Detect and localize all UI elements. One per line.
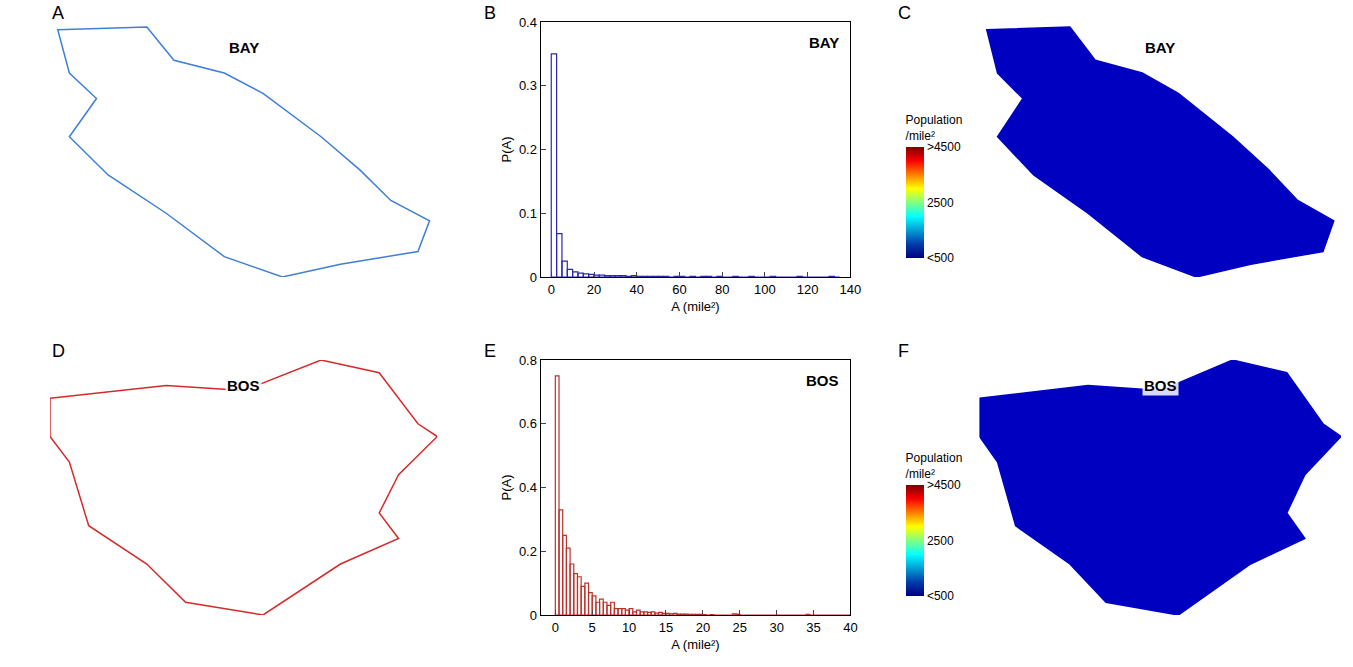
svg-text:80: 80	[715, 282, 729, 297]
svg-text:60: 60	[672, 282, 686, 297]
svg-text:A: A	[52, 3, 64, 23]
svg-text:0.2: 0.2	[519, 544, 537, 559]
svg-text:A (mile²): A (mile²)	[671, 637, 719, 652]
svg-text:0.3: 0.3	[519, 78, 537, 93]
svg-text:25: 25	[733, 620, 747, 635]
svg-text:10: 10	[622, 620, 636, 635]
svg-text:BAY: BAY	[229, 39, 259, 56]
svg-text:BOS: BOS	[227, 377, 260, 394]
svg-text:BOS: BOS	[1144, 377, 1177, 394]
svg-text:30: 30	[769, 620, 783, 635]
svg-text:40: 40	[843, 620, 857, 635]
svg-text:E: E	[484, 341, 496, 361]
svg-text:>4500: >4500	[927, 140, 961, 154]
svg-text:0.4: 0.4	[519, 15, 537, 30]
svg-text:0: 0	[552, 620, 559, 635]
svg-text:15: 15	[659, 620, 673, 635]
svg-text:F: F	[898, 341, 909, 361]
svg-text:0.4: 0.4	[519, 480, 537, 495]
svg-text:100: 100	[754, 282, 776, 297]
svg-text:0.6: 0.6	[519, 416, 537, 431]
svg-text:5: 5	[589, 620, 596, 635]
svg-text:0: 0	[530, 608, 537, 623]
svg-text:0: 0	[548, 282, 555, 297]
svg-text:0.2: 0.2	[519, 142, 537, 157]
svg-text:20: 20	[587, 282, 601, 297]
svg-text:40: 40	[630, 282, 644, 297]
svg-text:BOS: BOS	[806, 372, 839, 389]
svg-text:120: 120	[797, 282, 819, 297]
svg-text:B: B	[484, 3, 496, 23]
svg-text:<500: <500	[927, 589, 954, 603]
svg-text:2500: 2500	[927, 534, 954, 548]
svg-text:P(A): P(A)	[499, 136, 514, 162]
svg-text:0.1: 0.1	[519, 206, 537, 221]
svg-text:0.8: 0.8	[519, 353, 537, 368]
svg-text:<500: <500	[927, 251, 954, 265]
svg-text:A (mile²): A (mile²)	[671, 299, 719, 314]
svg-text:35: 35	[806, 620, 820, 635]
svg-text:>4500: >4500	[927, 478, 961, 492]
svg-text:140: 140	[840, 282, 862, 297]
svg-text:BAY: BAY	[1145, 39, 1175, 56]
svg-text:2500: 2500	[927, 196, 954, 210]
svg-text:D: D	[52, 341, 65, 361]
svg-text:0: 0	[530, 270, 537, 285]
svg-text:Population/mile²: Population/mile²	[906, 451, 963, 481]
svg-text:BAY: BAY	[809, 34, 839, 51]
svg-text:C: C	[898, 3, 911, 23]
svg-text:Population/mile²: Population/mile²	[906, 113, 963, 143]
svg-text:20: 20	[696, 620, 710, 635]
svg-text:P(A): P(A)	[499, 475, 514, 501]
